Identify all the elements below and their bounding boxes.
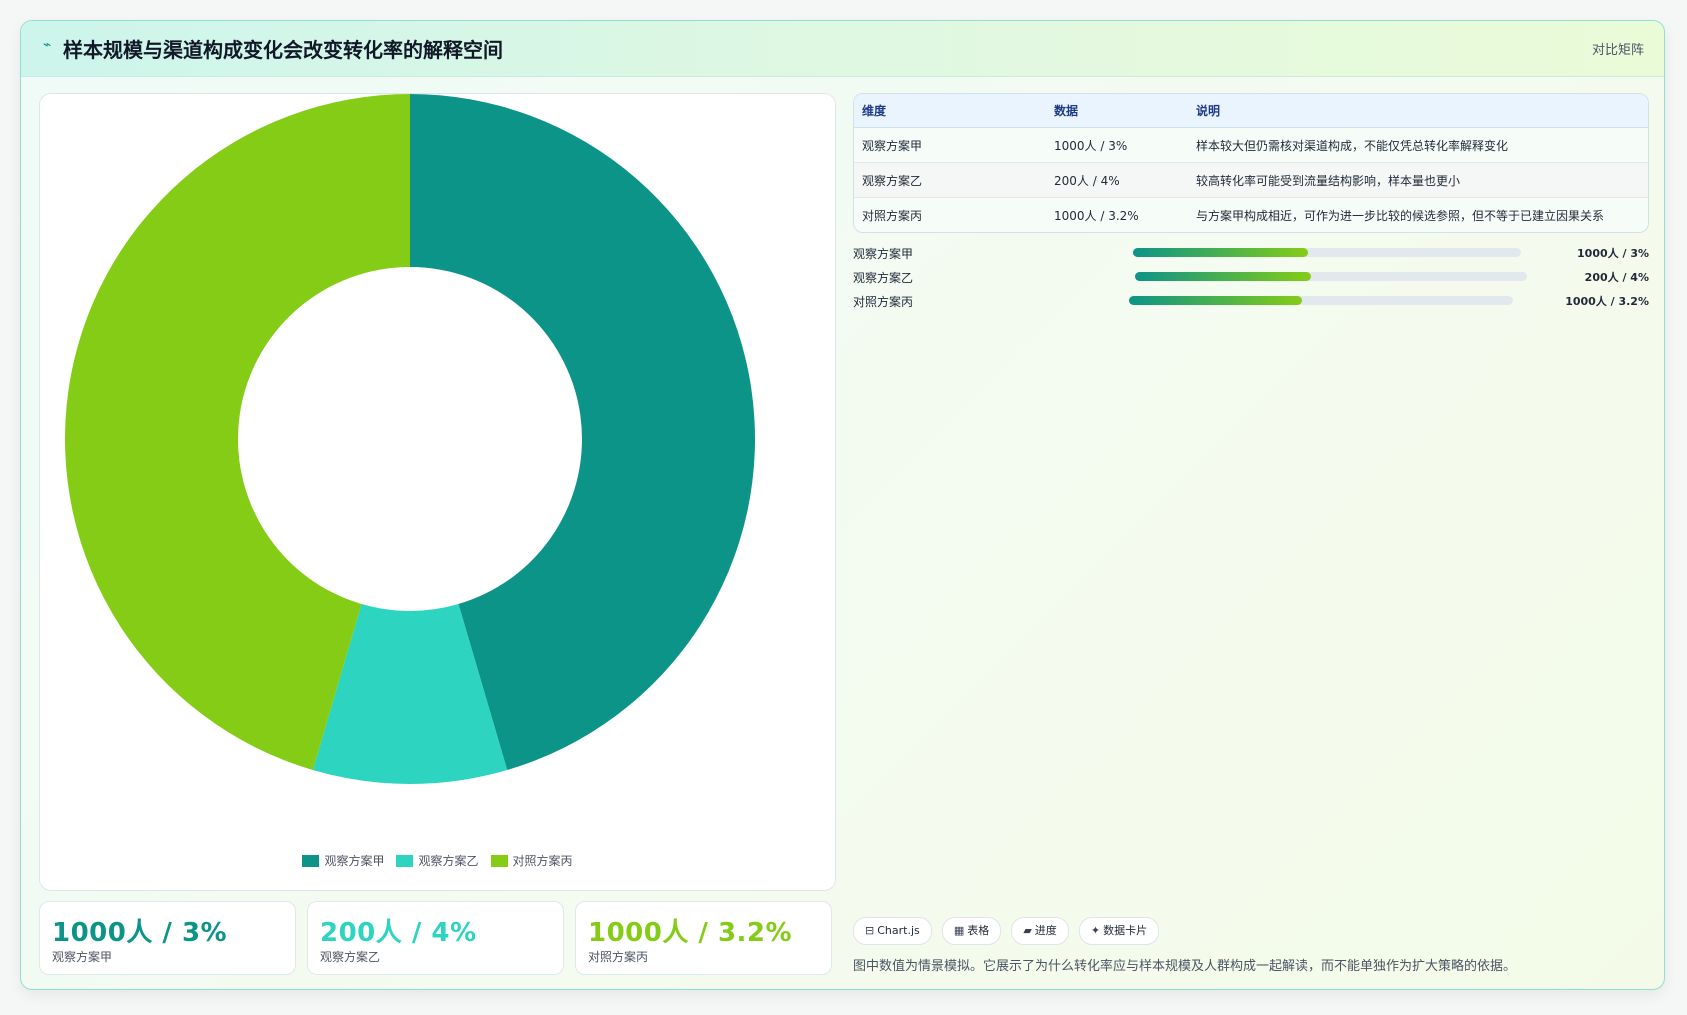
trend-icon: ⌁ [43, 37, 52, 53]
stat-value: 1000人 / 3% [52, 918, 228, 948]
table-row: 观察方案乙 200人 / 4% 较高转化率可能受到流量结构影响，样本量也更小 [854, 162, 1648, 198]
stat-value: 200人 / 4% [320, 918, 477, 948]
progress-list: 观察方案甲 1000人 / 3% 观察方案乙 200人 / 4% 对照方案丙 1… [853, 241, 1649, 313]
table-cell: 观察方案乙 [854, 162, 1046, 198]
table-row: 观察方案甲 1000人 / 3% 样本较大但仍需核对渠道构成，不能仅凭总转化率解… [854, 127, 1648, 163]
stat-card-c: 1000人 / 3.2% 对照方案丙 [575, 901, 832, 975]
footnote: 图中数值为情景模拟。它展示了为什么转化率应与样本规模及人群构成一起解读，而不能单… [853, 959, 1517, 974]
table-cell: 1000人 / 3% [1046, 127, 1188, 163]
progress-row: 观察方案甲 1000人 / 3% [853, 241, 1649, 265]
progress-label: 对照方案丙 [853, 295, 914, 309]
legend-swatch [490, 855, 508, 867]
page-title: 样本规模与渠道构成变化会改变转化率的解释空间 [63, 38, 503, 62]
legend-label: 对照方案丙 [512, 854, 573, 868]
progress-label: 观察方案甲 [853, 247, 914, 261]
table-cell: 与方案甲构成相近，可作为进一步比较的候选参照，但不等于已建立因果关系 [1196, 208, 1605, 223]
legend-label: 观察方案甲 [324, 854, 385, 868]
stat-value: 1000人 / 3.2% [588, 918, 793, 948]
chip-label: 进度 [1034, 924, 1057, 937]
progress-label: 观察方案乙 [853, 271, 914, 285]
progress-track [1133, 248, 1521, 257]
table-cell: 较高转化率可能受到流量结构影响，样本量也更小 [1188, 162, 1648, 198]
doughnut-chart-panel: 观察方案甲 观察方案乙 对照方案丙 [39, 93, 836, 891]
doughnut-slice[interactable] [312, 604, 508, 784]
progress-icon: ▰ [1023, 924, 1032, 937]
doughnut-slice[interactable] [410, 94, 755, 771]
stat-label: 对照方案丙 [588, 950, 649, 964]
stat-card-a: 1000人 / 3% 观察方案甲 [39, 901, 296, 975]
legend-item[interactable]: 观察方案甲 [302, 852, 384, 869]
progress-row: 对照方案丙 1000人 / 3.2% [853, 289, 1649, 313]
chart-legend: 观察方案甲 观察方案乙 对照方案丙 [40, 852, 835, 869]
comparison-table: 维度 数据 说明 观察方案甲 1000人 / 3% 样本较大但仍需核对渠道构成，… [853, 93, 1649, 233]
chip-data-card[interactable]: ✦ 数据卡片 [1078, 917, 1160, 945]
chip-label: 表格 [967, 924, 990, 937]
progress-row: 观察方案乙 200人 / 4% [853, 265, 1649, 289]
progress-track [1135, 272, 1527, 281]
chart-icon: ⊟ [865, 924, 875, 937]
table-cell: 1000人 / 3.2% [1054, 208, 1139, 223]
table-icon: ▦ [953, 924, 965, 937]
progress-fill [1133, 248, 1308, 257]
table-cell: 样本较大但仍需核对渠道构成，不能仅凭总转化率解释变化 [1188, 127, 1648, 163]
column-header: 说明 [1188, 94, 1648, 128]
progress-value: 200人 / 4% [1584, 271, 1649, 284]
legend-swatch [302, 855, 320, 867]
tag-chips: ⊟ Chart.js ▦ 表格 ▰ 进度 ✦ 数据卡片 [853, 917, 1164, 945]
table-cell: 观察方案甲 [854, 127, 1046, 163]
dashboard-card: ⌁ 样本规模与渠道构成变化会改变转化率的解释空间 对比矩阵 观察方案甲 观察方案乙… [20, 20, 1665, 990]
stat-label: 观察方案乙 [320, 950, 381, 964]
legend-item[interactable]: 对照方案丙 [490, 852, 573, 869]
progress-value: 1000人 / 3.2% [1565, 295, 1649, 308]
chip-table[interactable]: ▦ 表格 [941, 917, 1002, 945]
table-cell: 200人 / 4% [1046, 162, 1188, 198]
chip-chartjs[interactable]: ⊟ Chart.js [853, 917, 932, 945]
progress-track [1129, 296, 1513, 305]
legend-swatch [396, 855, 414, 867]
doughnut-slice[interactable] [65, 94, 410, 771]
progress-fill [1135, 272, 1312, 281]
chip-label: Chart.js [877, 924, 920, 937]
table-cell: 对照方案丙 [862, 208, 923, 223]
progress-value: 1000人 / 3% [1577, 247, 1649, 260]
legend-item[interactable]: 观察方案乙 [396, 852, 479, 869]
table-header-row: 维度 数据 说明 [854, 94, 1648, 128]
view-badge: 对比矩阵 [1591, 43, 1644, 58]
chip-label: 数据卡片 [1103, 924, 1148, 937]
table-row: 对照方案丙 1000人 / 3.2% 与方案甲构成相近，可作为进一步比较的候选参… [854, 198, 1648, 233]
column-header: 数据 [1046, 94, 1188, 128]
sparkle-icon: ✦ [1090, 924, 1101, 937]
legend-label: 观察方案乙 [418, 854, 479, 868]
stat-label: 观察方案甲 [52, 950, 113, 964]
doughnut-chart [65, 94, 755, 784]
progress-fill [1129, 296, 1302, 305]
card-header: ⌁ 样本规模与渠道构成变化会改变转化率的解释空间 对比矩阵 [21, 21, 1664, 77]
column-header: 维度 [854, 94, 1046, 128]
stat-card-b: 200人 / 4% 观察方案乙 [307, 901, 564, 975]
chip-progress[interactable]: ▰ 进度 [1011, 917, 1069, 945]
